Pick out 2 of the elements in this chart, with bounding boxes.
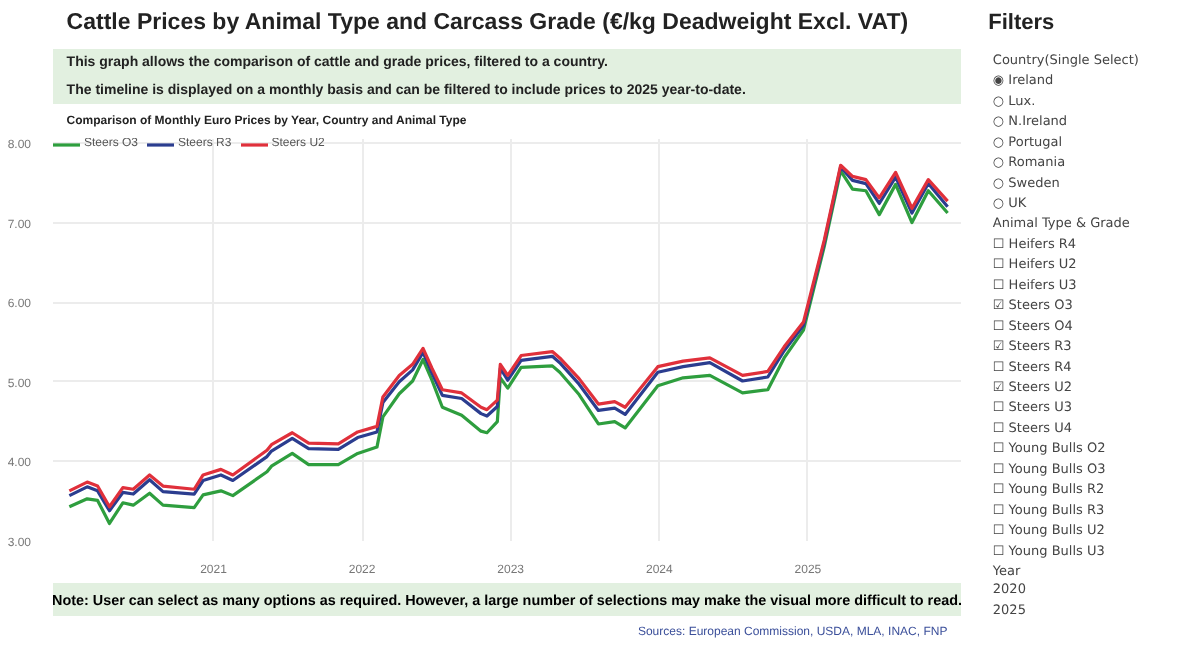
chart-title: Cattle Prices by Animal Type and Carcass Grade (€/kg Deadweight Excl. VAT) bbox=[66, 11, 909, 35]
text: Filters bbox=[988, 10, 1055, 35]
